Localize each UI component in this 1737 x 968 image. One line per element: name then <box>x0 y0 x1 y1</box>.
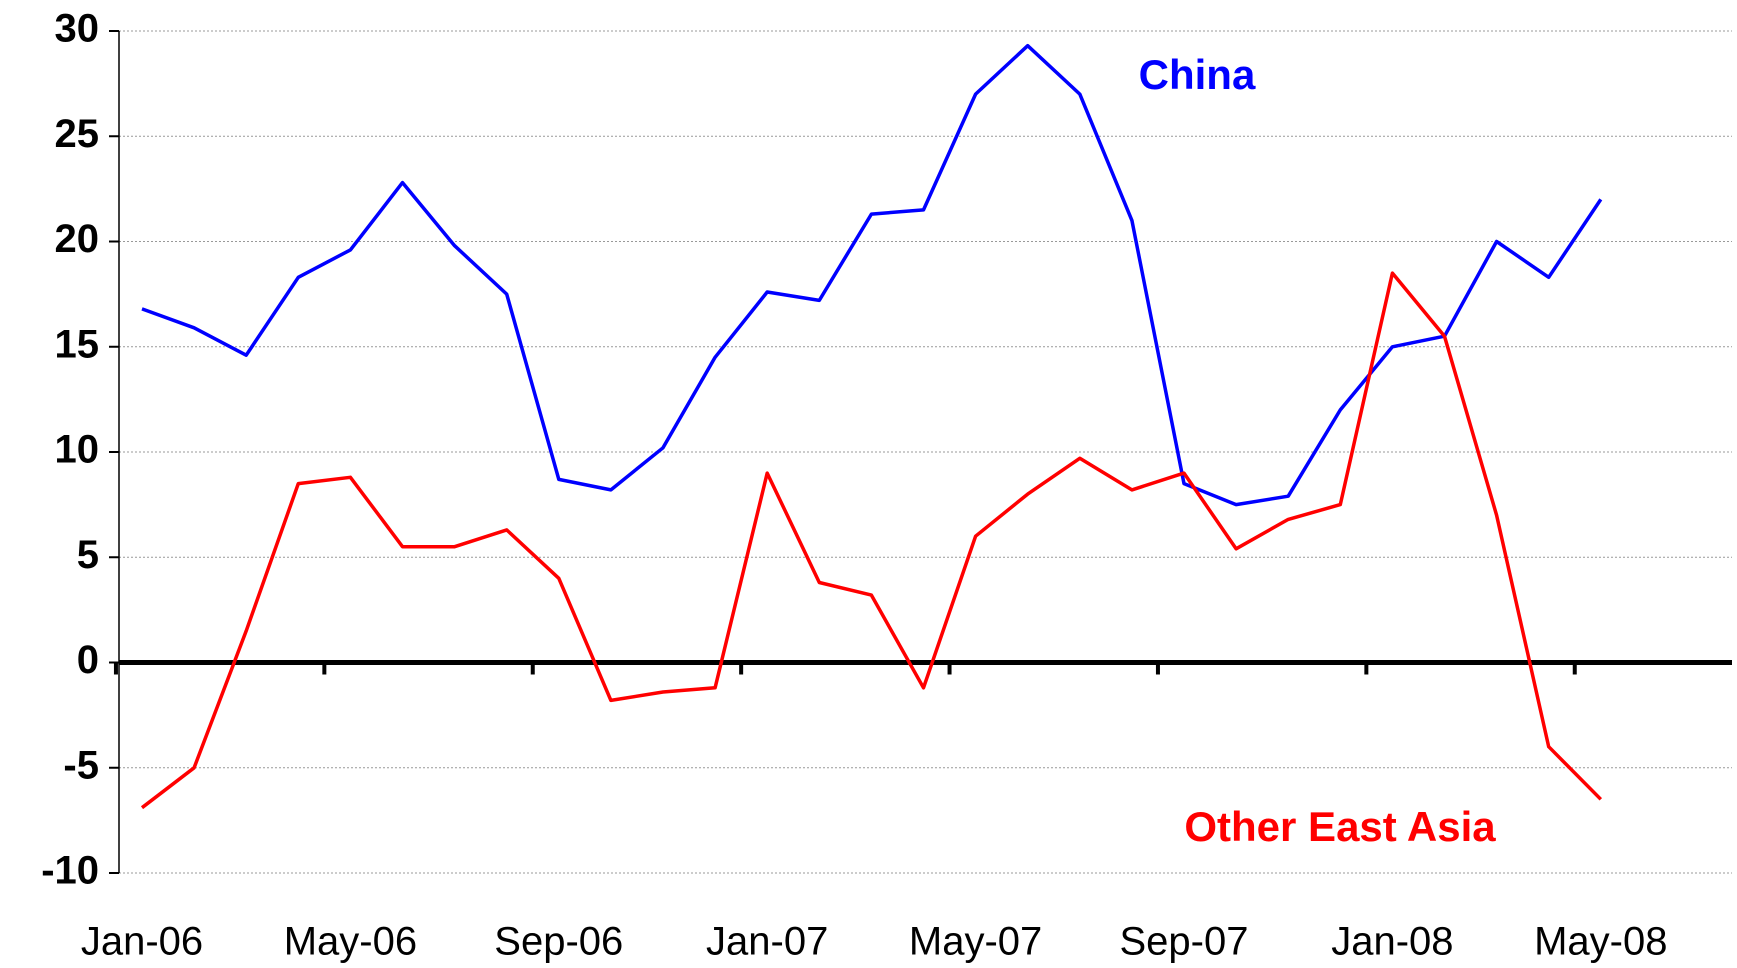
series-line <box>140 271 1603 810</box>
y-tick-label: 20 <box>55 217 100 261</box>
y-tick-label: 30 <box>55 7 100 51</box>
x-tick-label: Jan-06 <box>81 920 203 964</box>
x-tick-label: Jan-08 <box>1331 920 1453 964</box>
y-tick-label: -10 <box>41 849 99 893</box>
x-tick-label: May-06 <box>284 920 417 964</box>
y-tick-label: -5 <box>63 743 99 787</box>
x-tick-label: Sep-07 <box>1120 920 1249 964</box>
series-label: China <box>1139 51 1256 98</box>
y-tick-label: 0 <box>77 638 99 682</box>
y-tick-label: 15 <box>55 322 100 366</box>
series-label: Other East Asia <box>1184 803 1496 850</box>
series-line <box>141 43 1603 507</box>
y-tick-label: 10 <box>55 428 100 472</box>
x-tick-label: Jan-07 <box>706 920 828 964</box>
x-tick-label: May-07 <box>909 920 1042 964</box>
y-tick-label: 25 <box>55 112 100 156</box>
x-tick-label: Sep-06 <box>494 920 623 964</box>
x-tick-label: May-08 <box>1534 920 1667 964</box>
y-tick-label: 5 <box>77 533 99 577</box>
